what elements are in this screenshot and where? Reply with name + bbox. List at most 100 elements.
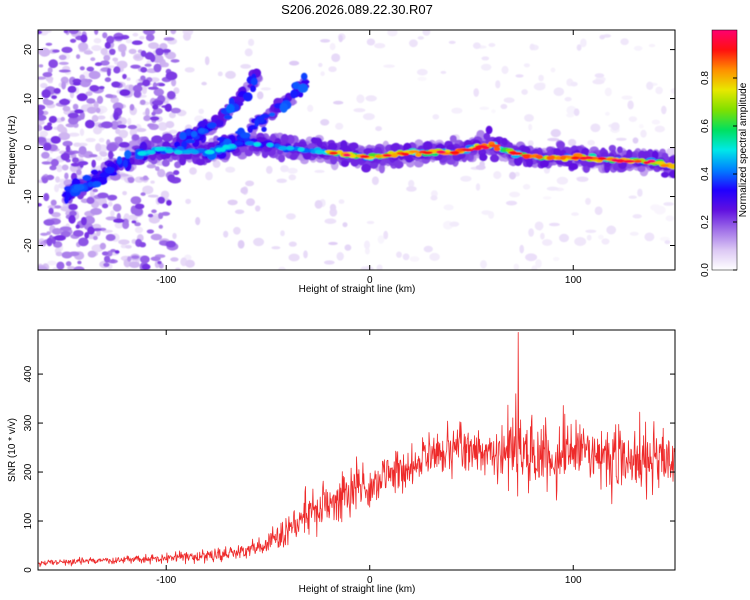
heatmap-cell [611,158,621,162]
heatmap-cell [538,74,544,82]
heatmap-cell [104,255,111,263]
heatmap-cell [153,63,162,73]
heatmap-cell [655,161,666,165]
heatmap-cell [68,132,80,137]
heatmap-cell [125,39,132,44]
heatmap-cell [213,135,220,143]
heatmap-cell [96,95,104,104]
heatmap-cell [620,38,629,46]
heatmap-cell [67,85,77,93]
heatmap-cell [655,86,663,95]
heatmap-cell [74,109,84,114]
heatmap-cell [167,174,176,182]
heatmap-cell [55,251,63,257]
heatmap-cell [505,200,518,206]
heatmap-cell [140,50,147,57]
heatmap-cell [222,144,230,150]
snr-x-axis-label: Height of straight line (km) [299,584,416,595]
heatmap-cell [606,225,617,235]
heatmap-cell [40,82,48,89]
heatmap-cell [92,188,98,193]
heatmap-cell [93,101,99,109]
heatmap-cell [38,64,44,68]
heatmap-cell [204,149,215,155]
heatmap-cell [124,244,132,249]
heatmap-cell [126,77,131,81]
heatmap-cell [68,30,79,35]
heatmap-cell [160,190,170,199]
heatmap-cell [338,34,343,43]
heatmap-cell [430,195,438,201]
heatmap-cell [61,46,73,54]
heatmap-cell [91,45,102,51]
heatmap-cell [568,162,579,170]
heatmap-cell [51,95,57,100]
heatmap-cell [157,260,162,265]
heatmap-cell [523,63,531,68]
heatmap-cell [91,159,96,168]
heatmap-cell [133,90,141,98]
heatmap-cell [42,72,53,78]
heatmap-cell [361,163,371,173]
heatmap-cell [170,257,179,262]
heatmap-cell [214,119,224,128]
heatmap-cell [320,119,330,126]
heatmap-cell [86,66,95,72]
heatmap-cell [406,186,417,192]
heatmap-cell [78,237,89,247]
heatmap-cell [316,138,323,148]
heatmap-cell [39,130,49,137]
heatmap-cell [556,176,569,185]
heatmap-cell [522,184,531,190]
heatmap-cell [41,177,49,184]
heatmap-cell [461,148,474,152]
heatmap-cell [38,136,47,143]
heatmap-cell [280,230,285,237]
heatmap-cell [114,250,120,254]
heatmap-cell [528,123,533,131]
heatmap-cell [374,43,386,49]
heatmap-cell [118,239,130,245]
heatmap-cell [97,192,109,199]
heatmap-cell [660,164,670,168]
heatmap-cell [47,260,57,266]
heatmap-cell [103,54,111,62]
heatmap-cell [260,87,271,91]
heatmap-x-tick-label: 0 [367,275,373,286]
heatmap-cell [508,150,517,155]
heatmap-cell [548,222,560,227]
heatmap-cell [481,146,490,150]
heatmap-cell [95,143,102,152]
heatmap-cell [198,128,205,134]
heatmap-cell [60,116,65,122]
heatmap-cell [329,203,337,212]
heatmap-cell [58,61,69,65]
heatmap-cell [86,196,95,205]
heatmap-cell [661,171,669,178]
heatmap-cell [43,219,55,226]
heatmap-cell [378,163,385,174]
heatmap-cell [128,261,140,269]
heatmap-cell [164,148,174,154]
heatmap-cell [90,208,102,215]
heatmap-cell [38,76,47,80]
heatmap-cell [396,251,402,258]
colorbar-label: Normalized spectral amplitude [738,82,749,217]
heatmap-cell [553,148,562,157]
heatmap-cell [375,126,382,132]
heatmap-cell [158,262,164,269]
heatmap-cell [58,54,67,61]
heatmap-cell [115,128,121,135]
heatmap-cell [118,129,129,139]
heatmap-cell [552,256,560,262]
heatmap-cell [80,216,87,226]
heatmap-cell [360,155,370,159]
heatmap-cell [99,151,108,157]
heatmap-cell [38,114,47,121]
heatmap-cell [622,159,636,163]
heatmap-cell [223,230,229,238]
heatmap-cell [130,205,137,215]
heatmap-cell [134,226,144,234]
heatmap-cell [92,181,102,188]
heatmap-cell [654,205,666,215]
